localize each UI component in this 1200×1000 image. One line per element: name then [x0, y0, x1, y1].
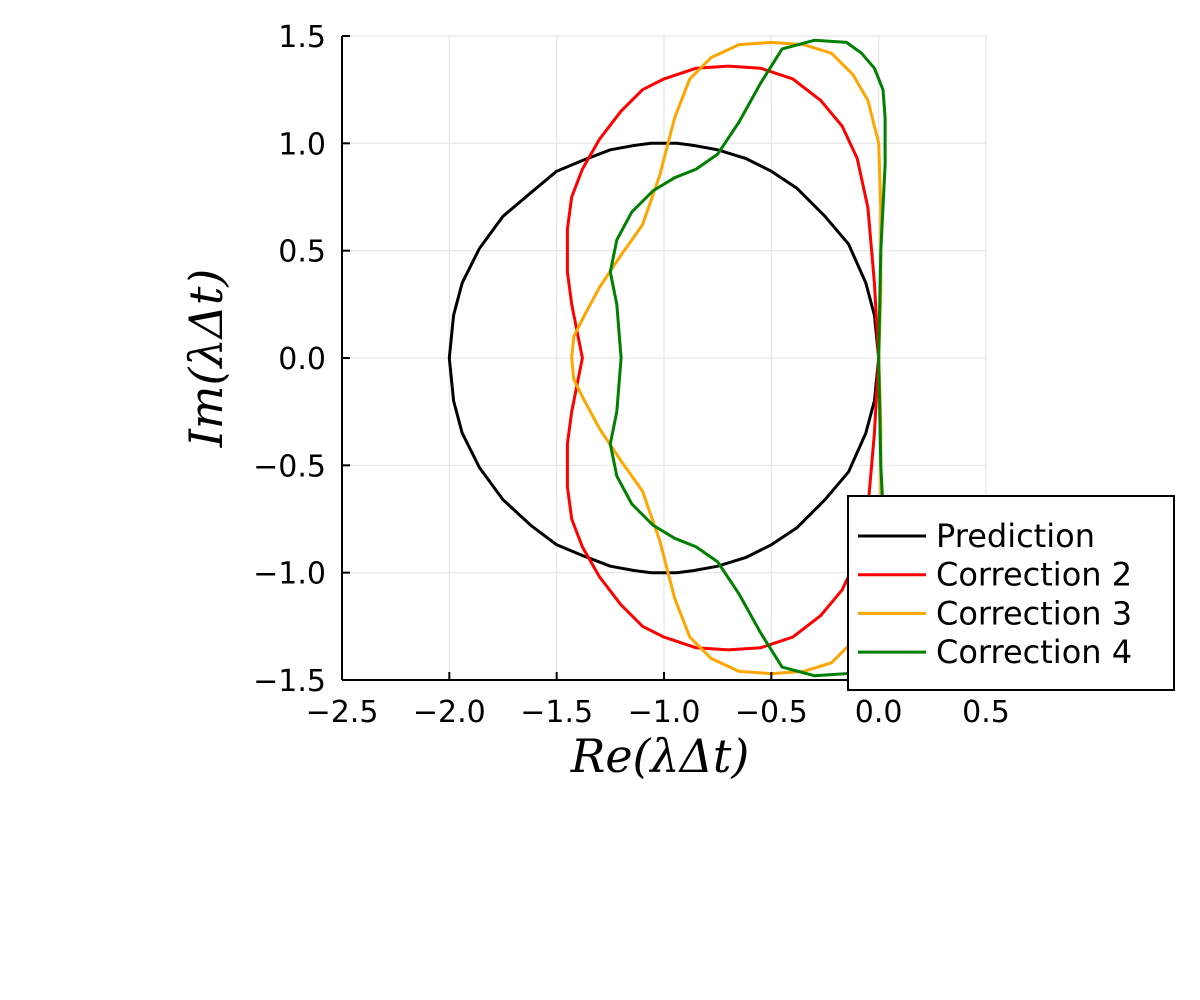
x-tick-label: −1.5 — [520, 695, 593, 730]
legend-box — [847, 495, 1175, 691]
series-line-prediction — [447, 141, 881, 575]
x-tick-label: −2.0 — [413, 695, 486, 730]
x-tick-label: 0.5 — [962, 695, 1010, 730]
legend-label-correction-4: Correction 4 — [936, 633, 1132, 671]
series-line-correction-3 — [570, 40, 883, 676]
series-line-correction-2 — [565, 64, 881, 652]
x-axis-label: Re(λΔt) — [570, 729, 750, 783]
x-tick-label: 0.0 — [855, 695, 903, 730]
y-tick-label: 0.0 — [278, 342, 326, 377]
y-tick-label: 1.0 — [278, 127, 326, 162]
y-tick-label: −0.5 — [253, 449, 326, 484]
y-tick-label: 1.5 — [278, 20, 326, 55]
y-tick-label: −1.5 — [253, 664, 326, 699]
y-axis-label: Im(λΔt) — [179, 269, 233, 449]
y-tick-label: 0.5 — [278, 235, 326, 270]
x-tick-label: −1.0 — [628, 695, 701, 730]
legend-label-correction-2: Correction 2 — [936, 556, 1132, 594]
x-ticks: −2.5 −2.0 −1.5 −1.0 −0.5 0.0 0.5 — [306, 672, 1010, 730]
legend-label-prediction: Prediction — [936, 517, 1095, 555]
y-tick-label: −1.0 — [253, 557, 326, 592]
legend-label-correction-3: Correction 3 — [936, 594, 1132, 632]
x-tick-label: −2.5 — [306, 695, 379, 730]
x-tick-label: −0.5 — [735, 695, 808, 730]
y-ticks: −1.5 −1.0 −0.5 0.0 0.5 1.0 1.5 — [253, 20, 350, 699]
